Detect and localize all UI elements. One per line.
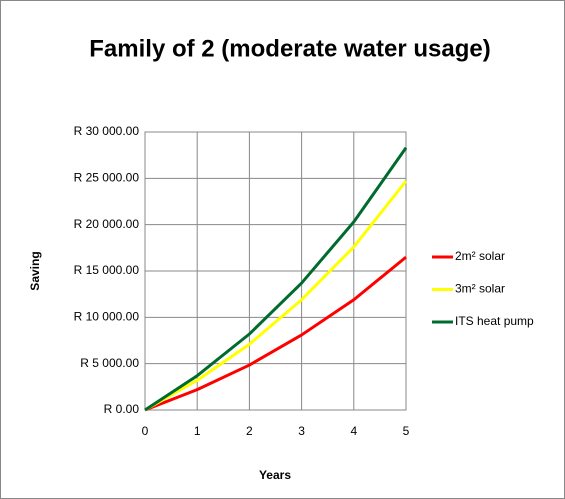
- series-line: [144, 255, 407, 412]
- x-tick-label: 1: [194, 424, 201, 438]
- legend-label: ITS heat pump: [455, 314, 534, 328]
- y-tick-label: R 5 000.00: [80, 356, 139, 370]
- chart-title: Family of 2 (moderate water usage): [89, 35, 490, 62]
- x-tick-label: 2: [246, 424, 253, 438]
- legend-label: 2m² solar: [455, 249, 505, 263]
- x-tick-label: 4: [350, 424, 357, 438]
- plot-border: [144, 131, 407, 411]
- y-tick-label: R 25 000.00: [74, 171, 140, 185]
- y-tick-label: R 10 000.00: [74, 310, 140, 324]
- y-axis-title: Saving: [28, 251, 42, 290]
- y-tick-label: R 0.00: [104, 402, 140, 416]
- x-axis-title: Years: [259, 468, 291, 482]
- y-tick-label: R 20 000.00: [74, 217, 140, 231]
- y-tick-label: R 15 000.00: [74, 263, 140, 277]
- x-tick-label: 3: [298, 424, 305, 438]
- series-line: [144, 180, 408, 412]
- x-tick-label: 0: [142, 424, 149, 438]
- y-tick-label: R 30 000.00: [74, 124, 140, 138]
- x-tick-label: 5: [403, 424, 410, 438]
- legend-label: 3m² solar: [455, 282, 505, 296]
- series-line: [144, 146, 408, 412]
